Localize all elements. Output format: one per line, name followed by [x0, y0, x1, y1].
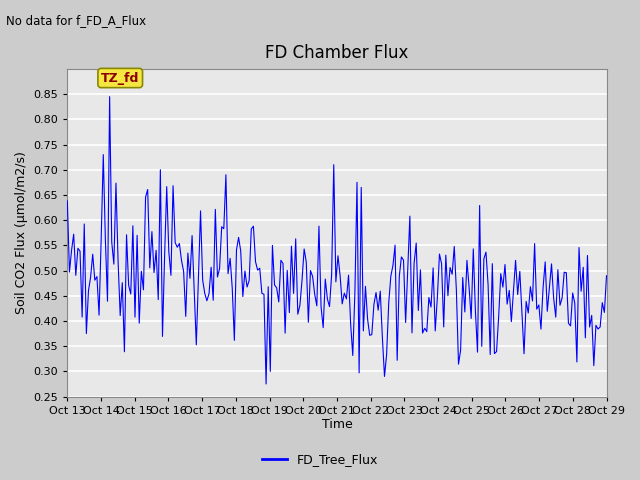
Text: TZ_fd: TZ_fd — [101, 72, 140, 84]
X-axis label: Time: Time — [321, 419, 352, 432]
Y-axis label: Soil CO2 Flux (μmol/m2/s): Soil CO2 Flux (μmol/m2/s) — [15, 151, 28, 314]
Text: No data for f_FD_A_Flux: No data for f_FD_A_Flux — [6, 14, 147, 27]
Legend: FD_Tree_Flux: FD_Tree_Flux — [257, 448, 383, 471]
Title: FD Chamber Flux: FD Chamber Flux — [265, 44, 408, 62]
